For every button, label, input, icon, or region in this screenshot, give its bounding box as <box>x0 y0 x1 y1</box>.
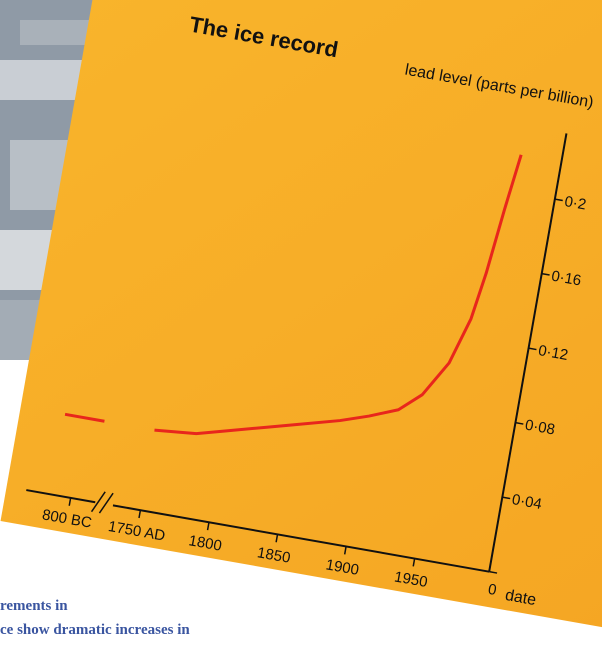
x-tick <box>138 510 142 519</box>
y-tick-label: 0 <box>487 581 498 599</box>
y-tick-label: 0·08 <box>524 417 557 439</box>
y-tick <box>528 347 537 351</box>
y-tick <box>515 421 524 425</box>
y-axis <box>488 133 568 572</box>
x-tick-label: 1800 <box>187 532 223 555</box>
caption-line: ce show dramatic increases in <box>0 622 190 638</box>
axis-break <box>90 491 106 513</box>
y-tick <box>489 570 498 574</box>
x-tick <box>68 497 72 506</box>
x-tick-label: 1850 <box>256 544 292 567</box>
caption-line: rements in <box>0 598 68 614</box>
panel <box>0 0 602 633</box>
x-axis <box>26 489 96 504</box>
x-axis <box>112 504 490 573</box>
x-tick-label: 1950 <box>393 568 429 591</box>
y-tick <box>554 198 563 202</box>
y-tick-label: 0·16 <box>550 268 583 290</box>
x-axis-label: date <box>504 587 538 609</box>
y-tick <box>502 496 511 500</box>
chart-panel: The ice record lead level (parts per bil… <box>0 0 602 633</box>
x-tick <box>206 522 210 531</box>
x-tick <box>412 558 416 567</box>
x-tick <box>343 546 347 555</box>
y-tick <box>541 272 550 276</box>
x-tick-label: 1900 <box>324 556 360 579</box>
y-tick-label: 0·2 <box>563 193 587 214</box>
axis-break <box>98 492 114 514</box>
x-tick <box>275 534 279 543</box>
y-tick-label: 0·12 <box>537 342 570 364</box>
y-tick-label: 0·04 <box>511 491 544 513</box>
data-line <box>64 154 523 436</box>
